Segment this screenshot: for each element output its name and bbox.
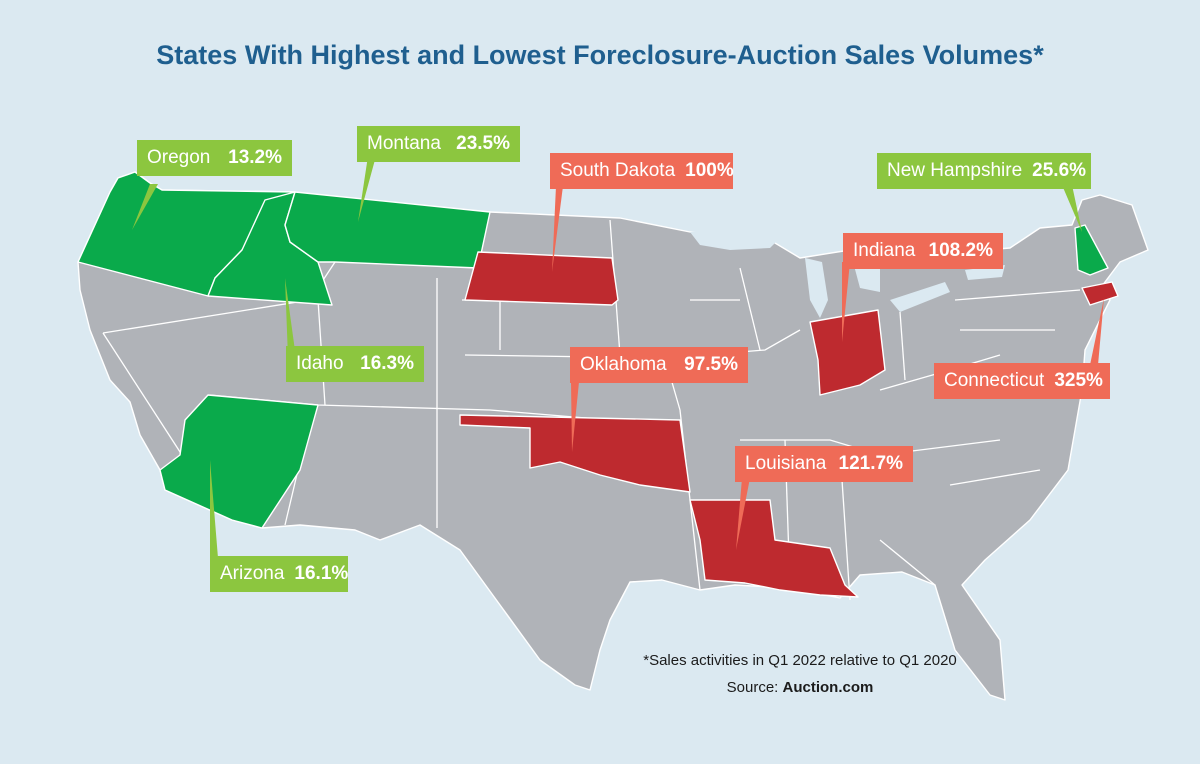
lake-superior (690, 228, 780, 250)
state-montana (284, 191, 491, 269)
callout-value: 16.1% (294, 563, 349, 584)
montana-pointer (358, 156, 376, 222)
callout-state-name: New Hampshire (887, 160, 1023, 181)
state-new-hampshire (1074, 224, 1109, 276)
callout-indiana: Indiana 108.2% (843, 233, 1003, 269)
callout-value: 13.2% (228, 147, 282, 168)
callout-state-name: South Dakota (560, 160, 676, 181)
connecticut-pointer (1090, 298, 1104, 365)
callout-state-name: Idaho (296, 353, 344, 374)
callout-louisiana: Louisiana 121.7% (735, 446, 913, 482)
callout-state-name: Oklahoma (580, 354, 667, 375)
callout-montana: Montana 23.5% (357, 126, 520, 162)
callout-state-name: Louisiana (745, 453, 827, 474)
source-label: Source: (726, 679, 779, 696)
callout-state-name: Arizona (220, 563, 285, 584)
callout-state-name: Indiana (853, 240, 916, 261)
callout-idaho: Idaho 16.3% (286, 346, 424, 382)
idaho-pointer (285, 278, 296, 358)
callout-value: 23.5% (456, 133, 510, 154)
state-louisiana (689, 499, 859, 598)
arizona-pointer (210, 460, 218, 558)
oregon-pointer (132, 184, 158, 230)
map-title: States With Highest and Lowest Foreclosu… (156, 40, 1044, 70)
source-name: Auction.com (782, 679, 874, 696)
callout-value: 325% (1054, 370, 1103, 391)
state-arizona (159, 394, 319, 529)
source-line: Source: Auction.com (560, 679, 1040, 696)
lake-michigan (805, 258, 828, 318)
oklahoma-pointer (571, 382, 579, 452)
callout-state-name: Montana (367, 133, 441, 154)
state-indiana (809, 309, 886, 396)
callout-south-dakota: South Dakota 100% (550, 153, 734, 189)
louisiana-pointer (736, 478, 750, 550)
callout-new-hampshire: New Hampshire 25.6% (877, 153, 1091, 189)
callout-value: 100% (685, 160, 734, 181)
callout-state-name: Oregon (147, 147, 211, 168)
callout-connecticut: Connecticut 325% (934, 363, 1110, 399)
callout-arizona: Arizona 16.1% (210, 556, 348, 592)
south-dakota-pointer (552, 186, 563, 272)
callout-state-name: Connecticut (944, 370, 1045, 391)
callout-oklahoma: Oklahoma 97.5% (570, 347, 748, 383)
footnote: *Sales activities in Q1 2022 relative to… (643, 652, 957, 669)
indiana-pointer (842, 262, 850, 342)
callout-oregon: Oregon 13.2% (137, 140, 292, 176)
state-south-dakota (464, 251, 619, 306)
state-oklahoma (459, 414, 691, 493)
callout-value: 16.3% (360, 353, 414, 374)
callout-value: 25.6% (1032, 160, 1087, 181)
state-connecticut (1081, 281, 1119, 306)
callout-value: 108.2% (928, 240, 993, 261)
callout-value: 97.5% (684, 354, 738, 375)
new-hampshire-pointer (1062, 185, 1082, 232)
callout-pointers (132, 156, 1104, 558)
callout-value: 121.7% (838, 453, 903, 474)
lake-erie (890, 282, 950, 312)
